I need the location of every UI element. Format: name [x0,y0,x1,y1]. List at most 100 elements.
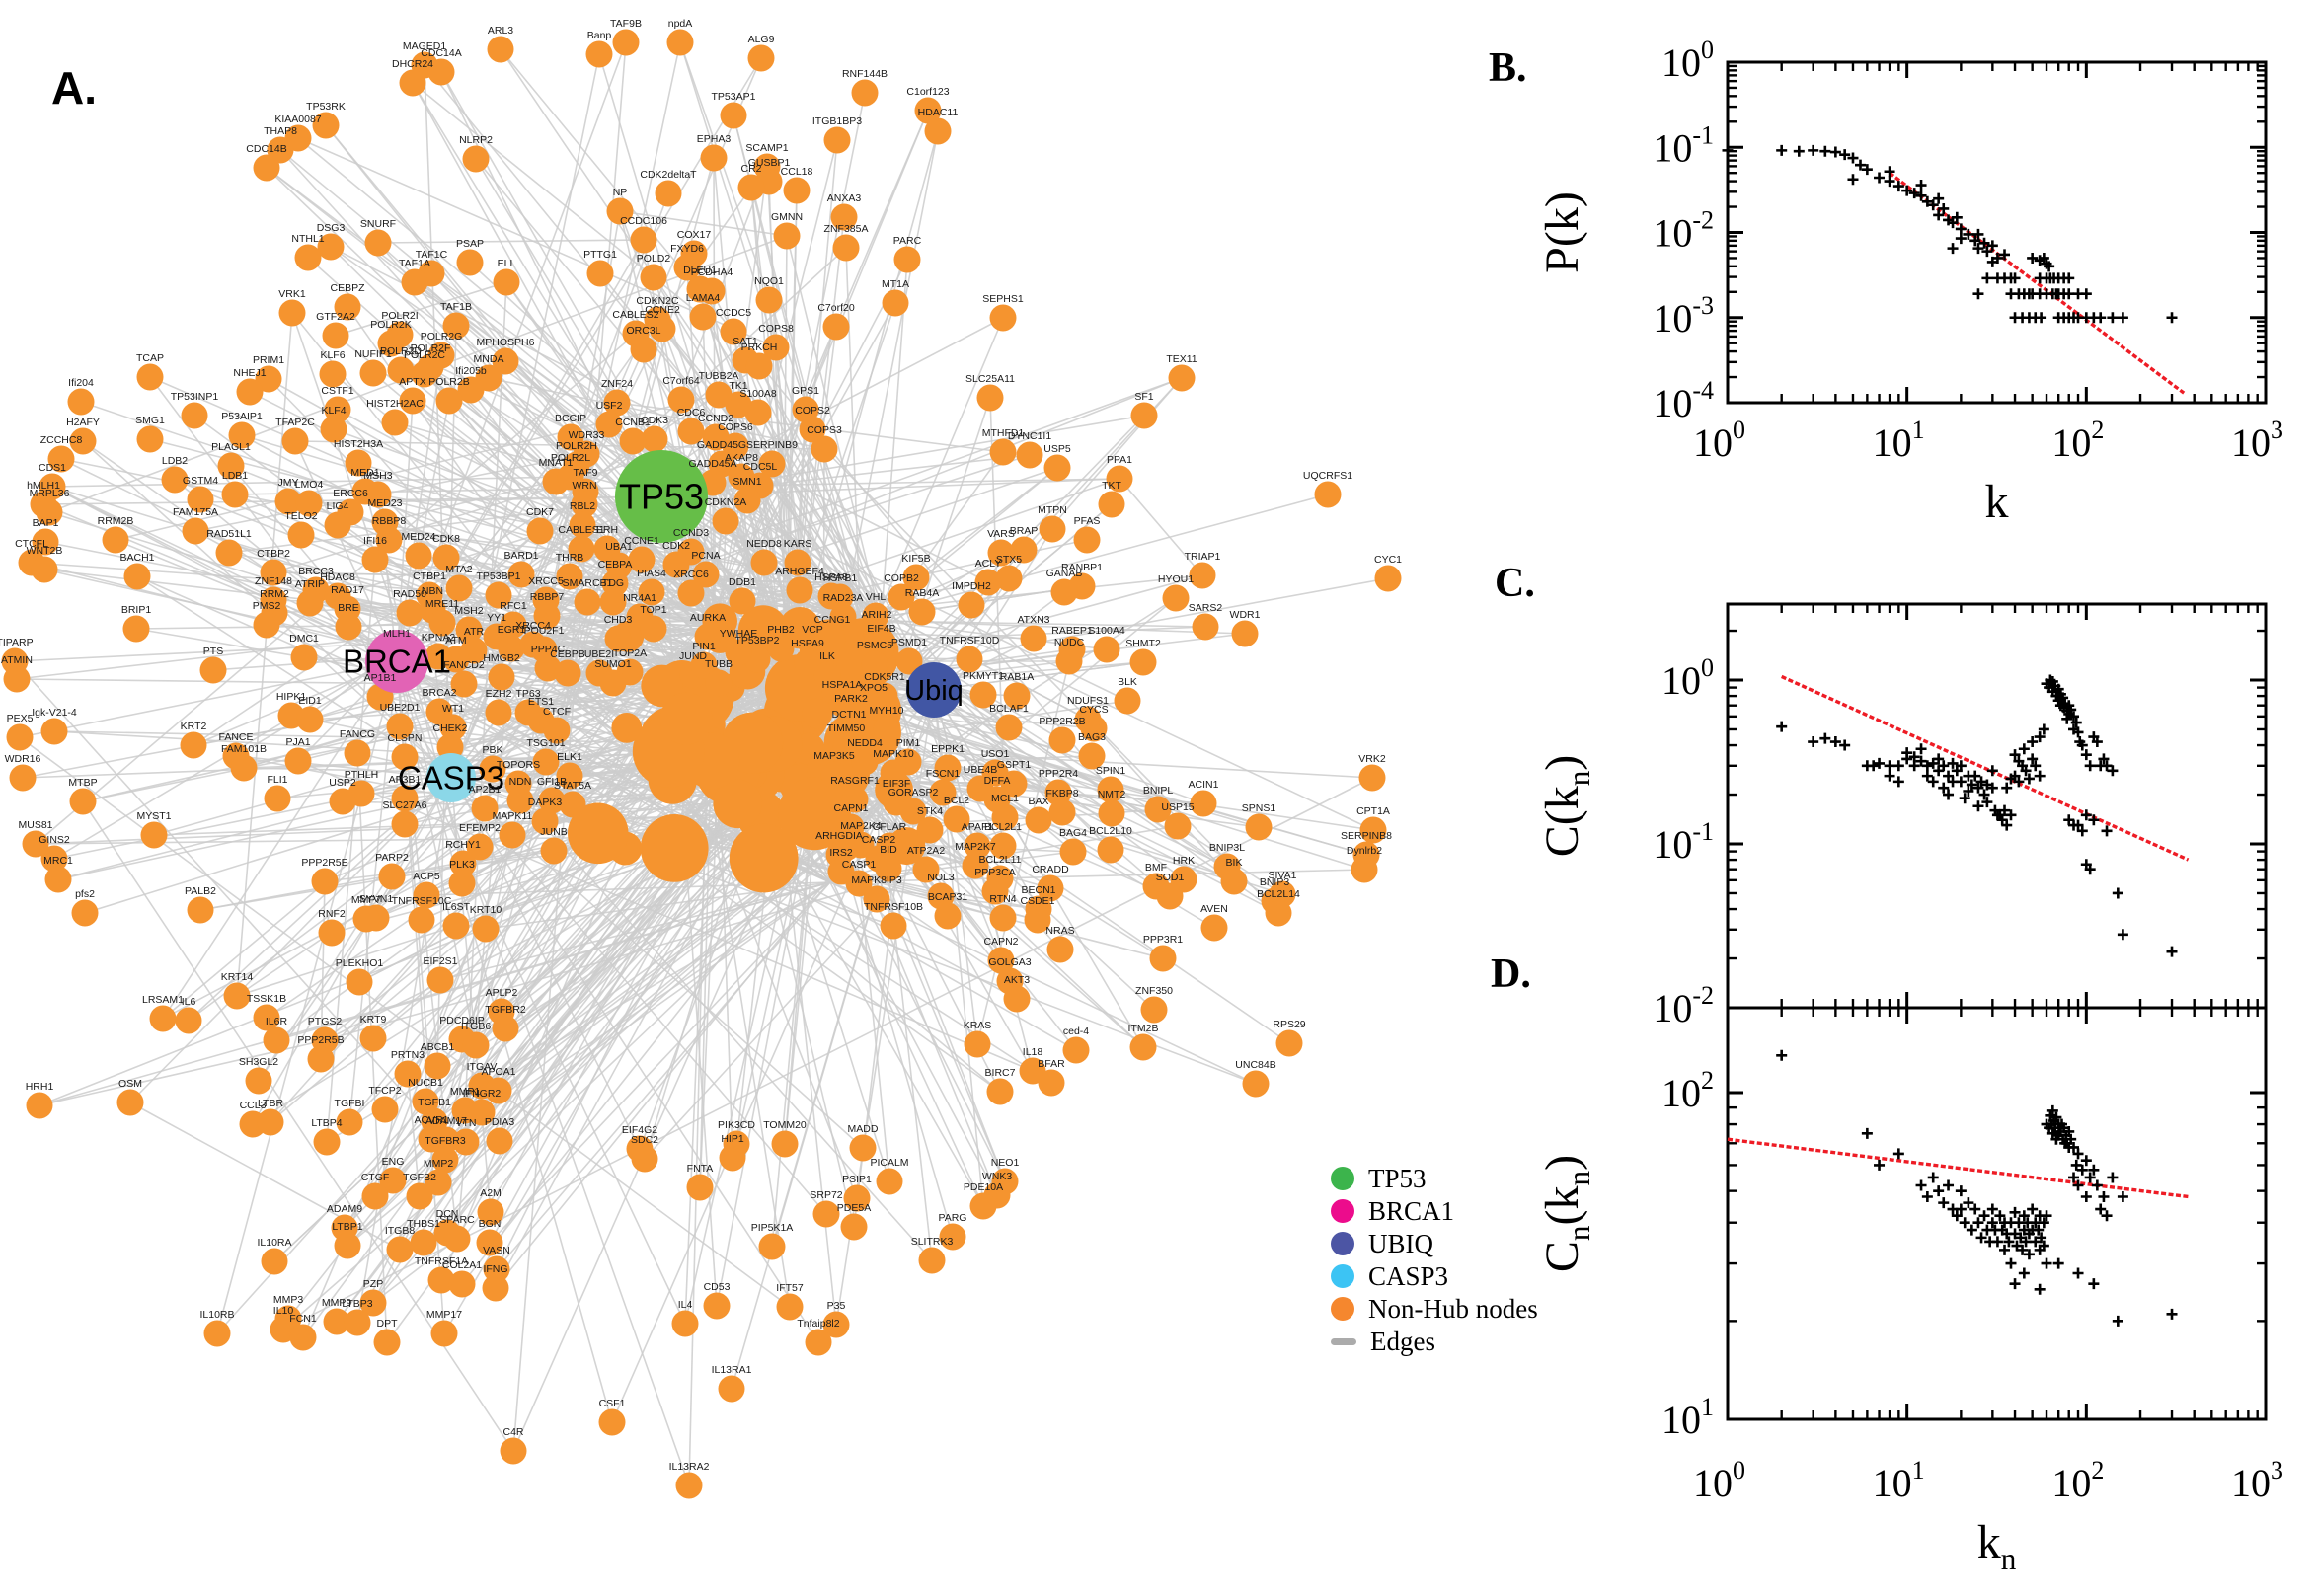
network-edge [348,660,398,1123]
network-node-label: EID1 [298,695,322,707]
network-node-label: FANCE [218,731,253,743]
network-node [182,517,209,545]
network-edge [273,582,851,614]
network-node-label: IL13RA1 [712,1364,752,1376]
scatter-point [2098,1191,2110,1203]
network-node-label: TUBB [705,658,733,670]
scatter-point [2020,765,2032,777]
network-node [71,899,99,927]
network-node-label: HIPK1 [276,691,307,703]
network-node-label: KLF4 [321,405,346,417]
network-node [284,747,312,775]
network-node-label: VRK1 [278,288,306,300]
scatter-point [1938,202,1950,214]
network-node [391,785,419,812]
network-node [260,559,287,586]
network-node [599,588,627,616]
scatter-point [2088,814,2100,826]
network-node-label: NR4A1 [623,592,656,604]
network-node-label: THBS1 [407,1218,440,1230]
network-node [396,599,424,627]
scatter-point [1861,1127,1873,1139]
network-node-label: BCL2L11 [978,854,1021,866]
network-node-label: TSSK1B [247,993,286,1005]
network-node-label: ITM2B [1128,1023,1159,1034]
scatter-point [1808,144,1819,156]
network-node [323,1308,350,1335]
network-node [914,97,942,124]
network-node [311,868,339,895]
network-node [457,376,485,404]
network-node [1043,454,1071,482]
network-node-label: PFAS [1074,515,1101,527]
scatter-point [1986,240,1998,252]
network-node-label: TGFBI [335,1098,365,1109]
network-node-label: CTGF [361,1172,390,1183]
network-node-label: CDK7 [526,506,554,518]
network-node-label: S100A8 [739,388,777,400]
network-node [667,386,695,414]
network-node-label: PARP2 [375,852,409,864]
network-node-label: IL13RA2 [669,1461,710,1473]
network-node-label: RFC1 [500,600,527,612]
network-node-label: GUSBP1 [748,157,791,169]
network-node [929,779,957,806]
scatter-point [1955,1185,1967,1197]
network-node-label: BAP1 [33,517,59,529]
scatter-point [2027,736,2039,748]
network-node-label: DHCR24 [392,58,433,70]
panel-c-label: C. [1495,561,1535,606]
scatter-point [2034,731,2046,743]
scatter-point [1938,1197,1950,1209]
network-node [468,1099,496,1126]
network-node-label: TRIAP1 [1185,551,1221,563]
network-node [811,435,838,463]
network-node-label: H2AFY [66,417,100,428]
network-node-label: CSDE1 [1020,895,1054,907]
network-node-label: MCL1 [991,793,1019,804]
network-node-label: EZH2 [486,688,512,700]
scatter-point [2072,1267,2084,1279]
network-node-label: LTBP3 [342,1298,372,1310]
network-node-label: IRS2 [829,847,853,859]
network-node [40,718,68,745]
network-node [722,432,749,460]
legend-item-brca1: BRCA1 [1331,1196,1538,1226]
network-node-label: CRADD [1032,864,1069,875]
network-node [44,866,72,893]
network-node-label: IMPDH2 [952,580,991,592]
scatter-point [1915,755,1927,767]
network-node [969,681,997,709]
network-edge [258,777,452,1082]
network-node [861,650,888,678]
network-edge [823,448,1279,914]
network-node [199,656,227,684]
network-node [399,69,426,97]
network-node-label: ZCCHC8 [40,434,83,446]
hub-node-label: TP53 [619,477,704,517]
network-node-label: LAMA4 [686,292,721,304]
network-node [956,646,983,673]
network-node-label: SEPHS1 [982,293,1024,305]
network-edge [907,780,1260,828]
scatter-point [2027,252,2039,264]
network-edge [39,835,717,1106]
scatter-point [1892,776,1904,788]
scatter-point [2023,773,2035,785]
axis-tick-label: 102 [2051,416,2104,465]
network-node-label: SDC2 [631,1134,658,1146]
network-node [6,723,34,751]
network-node [455,616,483,644]
network-cluster-node [713,779,762,829]
network-node [361,546,389,573]
network-node-label: CDK2 [662,540,690,552]
network-node-label: BCL2L14 [1257,888,1300,900]
network-node [619,427,647,455]
scatter-point [2034,1283,2046,1295]
network-node [236,378,264,406]
network-node-label: SIVA1 [1269,870,1297,881]
network-node [531,807,559,835]
network-node [477,1198,504,1226]
network-node-label: BNIP3L [1209,842,1245,854]
network-edge [162,660,398,1020]
